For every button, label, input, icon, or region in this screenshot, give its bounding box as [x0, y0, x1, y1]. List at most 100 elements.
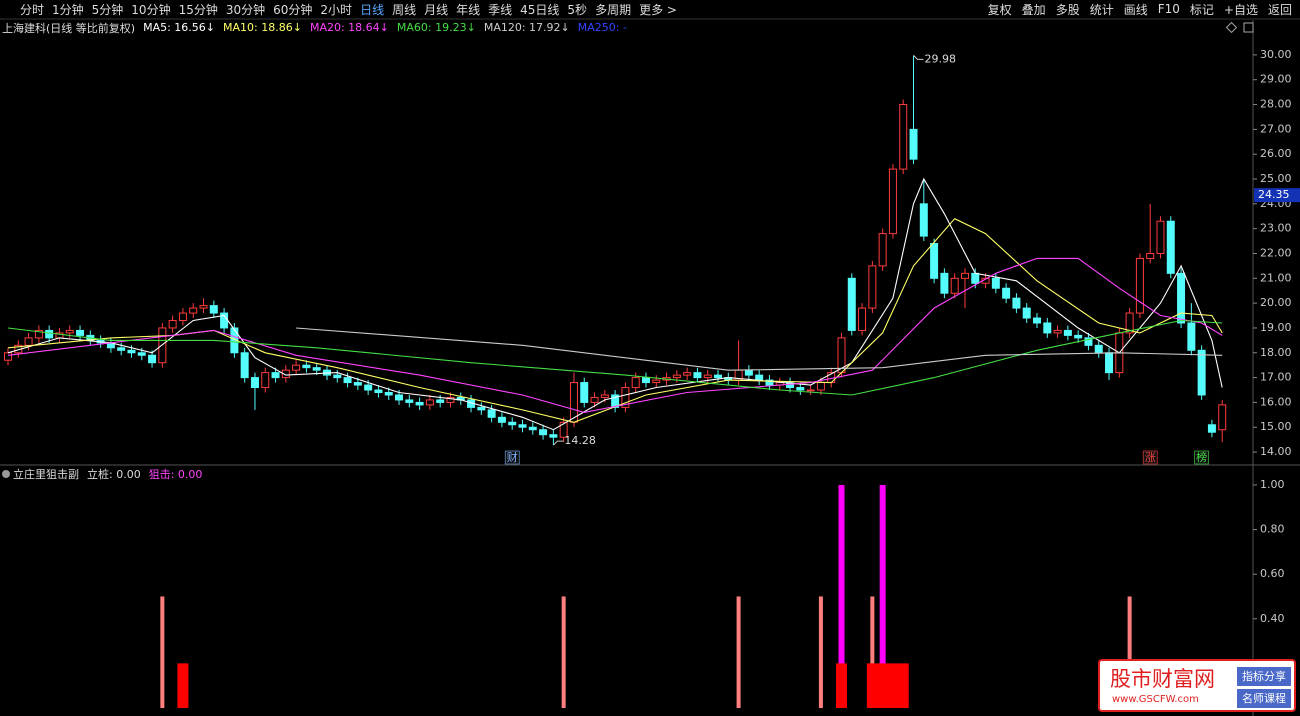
period-button[interactable]: 月线 — [424, 2, 449, 17]
diamond-icon[interactable] — [1225, 21, 1238, 34]
last-price-label: 24.35 — [1258, 188, 1290, 201]
ma-line — [7, 218, 1223, 423]
tool-toolbar: 复权 叠加 多股 统计 画线 F10 标记 +自选 返回 — [978, 0, 1292, 18]
indicator-bar — [877, 663, 889, 708]
period-button[interactable]: 60分钟 — [273, 2, 313, 17]
indicator-bar — [887, 663, 899, 708]
period-button[interactable]: 15分钟 — [178, 2, 218, 17]
candle-body — [693, 372, 702, 379]
candle-body — [292, 364, 301, 371]
period-button[interactable]: 1分钟 — [52, 2, 84, 17]
tool-button[interactable]: 画线 — [1123, 2, 1148, 17]
y-tick-label: 17.00 — [1260, 371, 1292, 384]
candle-body — [765, 379, 774, 386]
candle-body — [1043, 322, 1052, 334]
period-button[interactable]: 5分钟 — [91, 2, 124, 17]
watermark-button[interactable]: 指标分享 — [1237, 667, 1291, 686]
period-button[interactable]: 分时 — [20, 2, 45, 17]
tool-button[interactable]: +自选 — [1223, 2, 1258, 17]
annotation-label: 14.28 — [564, 434, 596, 447]
square-icon[interactable] — [1243, 22, 1254, 33]
candle-body — [281, 369, 290, 379]
tool-button[interactable]: 统计 — [1089, 2, 1114, 17]
candle-body — [816, 382, 825, 391]
indicator-bar — [160, 596, 165, 708]
y-tick-label: 20.00 — [1260, 296, 1292, 309]
candle-body — [1177, 272, 1186, 324]
candle-body — [672, 374, 681, 379]
candle-body — [559, 421, 568, 438]
indicator-bar — [561, 596, 566, 708]
candle-body — [34, 329, 43, 339]
indicator-title: 立庄里狙击副 — [13, 467, 79, 481]
candle-body — [1125, 312, 1134, 334]
candle-body — [878, 233, 887, 267]
candle-body — [374, 389, 383, 393]
marker-label: 榜 — [1196, 450, 1207, 464]
tool-button[interactable]: 复权 — [987, 2, 1012, 17]
period-button[interactable]: 多周期 — [595, 2, 632, 17]
candle-body — [868, 265, 877, 309]
annotation-label: 29.98 — [925, 52, 957, 65]
candle-body — [1207, 424, 1216, 433]
candle-body — [425, 399, 434, 406]
tool-button[interactable]: 叠加 — [1021, 2, 1046, 17]
candle-body — [148, 354, 157, 364]
chart-title: 上海建科(日线 等比前复权) — [2, 21, 136, 35]
candle-body — [960, 272, 969, 279]
watermark: 股市财富网 www.GSCFW.com 指标分享 名师课程 — [1098, 659, 1296, 712]
period-button[interactable]: 45日线 — [520, 2, 560, 17]
period-button[interactable]: 2小时 — [320, 2, 353, 17]
candle-body — [343, 377, 352, 384]
candle-body — [652, 379, 661, 384]
candle-body — [45, 329, 54, 339]
legend-item: MA120: 17.92↓ — [483, 21, 570, 34]
annotation-leader — [913, 55, 924, 60]
candle-body — [1033, 317, 1041, 324]
period-button[interactable]: 30分钟 — [225, 2, 266, 17]
candle-body — [415, 401, 424, 406]
indicator-bar — [866, 663, 878, 708]
legend-item: MA20: 18.64↓ — [309, 21, 389, 34]
watermark-button[interactable]: 名师课程 — [1237, 689, 1291, 708]
period-button[interactable]: 日线 — [360, 2, 385, 17]
candle-body — [487, 409, 496, 418]
indicator-bar — [818, 596, 823, 708]
y-tick-label: 0.60 — [1260, 567, 1285, 580]
period-button[interactable]: 周线 — [392, 2, 417, 17]
candle-body — [528, 426, 537, 431]
candle-body — [580, 382, 589, 403]
candle-body — [549, 434, 558, 438]
candle-body — [806, 389, 815, 392]
period-button[interactable]: 5秒 — [567, 2, 588, 17]
indicator-bar — [177, 663, 189, 708]
tool-button[interactable]: 标记 — [1189, 2, 1214, 17]
candle-body — [117, 347, 126, 351]
period-button[interactable]: 季线 — [488, 2, 513, 17]
candle-body — [1156, 220, 1165, 254]
candle-body — [940, 272, 949, 294]
candle-body — [641, 377, 650, 384]
indicator-bar — [838, 484, 845, 708]
candle-body — [4, 352, 12, 361]
candle-body — [178, 312, 187, 322]
y-tick-label: 0.80 — [1260, 523, 1285, 536]
marker-label: 财 — [507, 450, 518, 464]
period-button[interactable]: 年线 — [456, 2, 481, 17]
tool-button[interactable]: 多股 — [1055, 2, 1080, 17]
y-tick-label: 15.00 — [1260, 420, 1292, 433]
legend-item: 狙击: 0.00 — [148, 467, 203, 481]
period-button[interactable]: 10分钟 — [131, 2, 171, 17]
indicator-toggle[interactable] — [2, 469, 10, 478]
indicator-bar — [870, 596, 875, 708]
candle-body — [899, 104, 908, 170]
tool-button[interactable]: 返回 — [1267, 2, 1292, 17]
watermark-title: 股市财富网 — [1110, 667, 1215, 691]
y-tick-label: 16.00 — [1260, 395, 1292, 408]
ma-line — [7, 319, 1223, 396]
period-button[interactable]: 更多 > — [639, 2, 677, 17]
tool-button[interactable]: F10 — [1157, 2, 1180, 16]
candle-body — [333, 374, 342, 379]
